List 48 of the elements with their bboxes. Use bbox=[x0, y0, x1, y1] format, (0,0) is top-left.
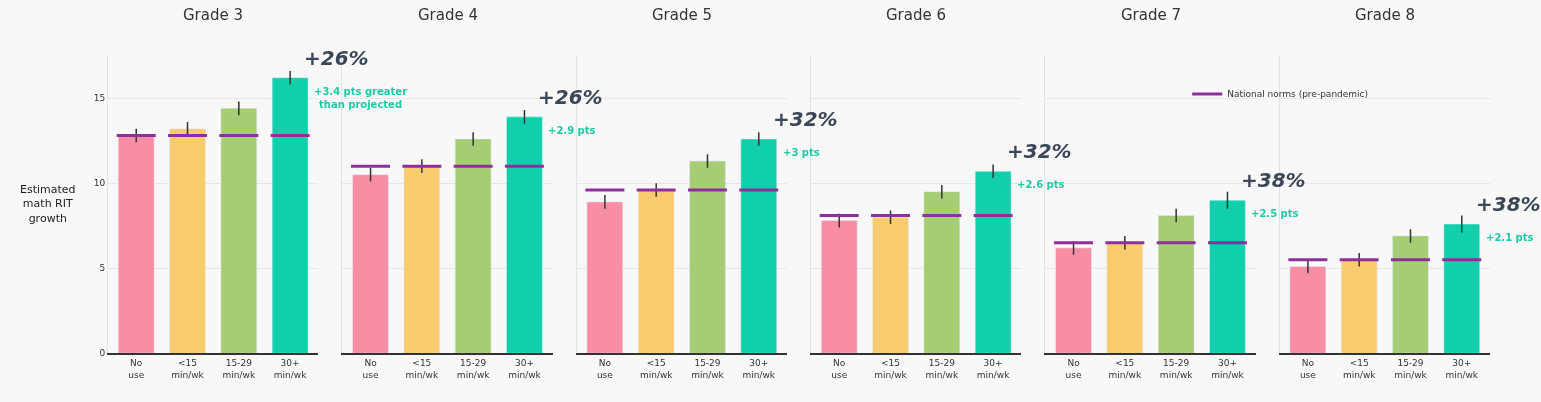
x-tick-label: 15-29 min/wk bbox=[456, 358, 491, 380]
y-axis-title: Estimated math RIT growth bbox=[20, 183, 76, 225]
annotation: +3.4 pts greater than projected bbox=[314, 86, 408, 110]
annotation: +3 pts bbox=[783, 147, 820, 158]
annotation: +38% bbox=[1241, 168, 1306, 192]
annotation: +32% bbox=[1007, 139, 1072, 163]
x-tick-label: <15 min/wk bbox=[639, 358, 674, 380]
x-tick-label: No use bbox=[1065, 358, 1082, 380]
annotation: +2.6 pts bbox=[1017, 179, 1065, 190]
y-tick-label: 0 bbox=[99, 348, 106, 359]
x-tick-label: <15 min/wk bbox=[405, 358, 439, 380]
x-tick-label: 15-29 min/wk bbox=[1394, 358, 1428, 380]
chart-title: Grade 6 bbox=[886, 6, 947, 24]
x-tick-label: 15-29 min/wk bbox=[222, 358, 256, 380]
x-tick-label: No use bbox=[362, 358, 379, 380]
x-tick-label: No use bbox=[128, 358, 145, 380]
x-tick-label: <15 min/wk bbox=[1108, 358, 1142, 380]
x-tick-label: <15 min/wk bbox=[874, 358, 908, 380]
legend-label: National norms (pre-pandemic) bbox=[1227, 89, 1369, 100]
chart-title: Grade 4 bbox=[418, 6, 479, 24]
x-tick-label: 15-29 min/wk bbox=[1159, 358, 1194, 380]
x-tick-label: No use bbox=[831, 358, 848, 380]
x-tick-label: 30+ min/wk bbox=[742, 358, 776, 380]
x-tick-label: 30+ min/wk bbox=[1211, 358, 1245, 380]
x-tick-label: No use bbox=[596, 358, 614, 380]
chart-title: Grade 5 bbox=[652, 6, 713, 24]
annotation: +38% bbox=[1476, 192, 1541, 216]
annotation: +32% bbox=[773, 107, 838, 131]
annotation: +2.5 pts bbox=[1251, 208, 1299, 219]
x-tick-label: No use bbox=[1299, 358, 1317, 380]
annotation: +2.9 pts bbox=[548, 125, 596, 136]
chart-title: Grade 3 bbox=[183, 6, 244, 24]
x-tick-label: <15 min/wk bbox=[171, 358, 205, 380]
x-tick-label: 30+ min/wk bbox=[976, 358, 1011, 380]
x-tick-label: <15 min/wk bbox=[1342, 358, 1377, 380]
x-tick-label: 15-29 min/wk bbox=[691, 358, 725, 380]
y-tick-label: 5 bbox=[99, 263, 106, 274]
x-tick-label: 30+ min/wk bbox=[273, 358, 308, 380]
x-tick-label: 15-29 min/wk bbox=[925, 358, 959, 380]
y-tick-label: 15 bbox=[93, 93, 106, 104]
annotation: +26% bbox=[304, 46, 369, 70]
y-tick-label: 10 bbox=[93, 178, 106, 189]
chart-title: Grade 8 bbox=[1355, 6, 1416, 24]
x-tick-label: 30+ min/wk bbox=[508, 358, 542, 380]
annotation: +26% bbox=[538, 85, 603, 109]
annotation: +2.1 pts bbox=[1486, 232, 1534, 243]
chart-title: Grade 7 bbox=[1121, 6, 1182, 24]
x-tick-label: 30+ min/wk bbox=[1445, 358, 1479, 380]
